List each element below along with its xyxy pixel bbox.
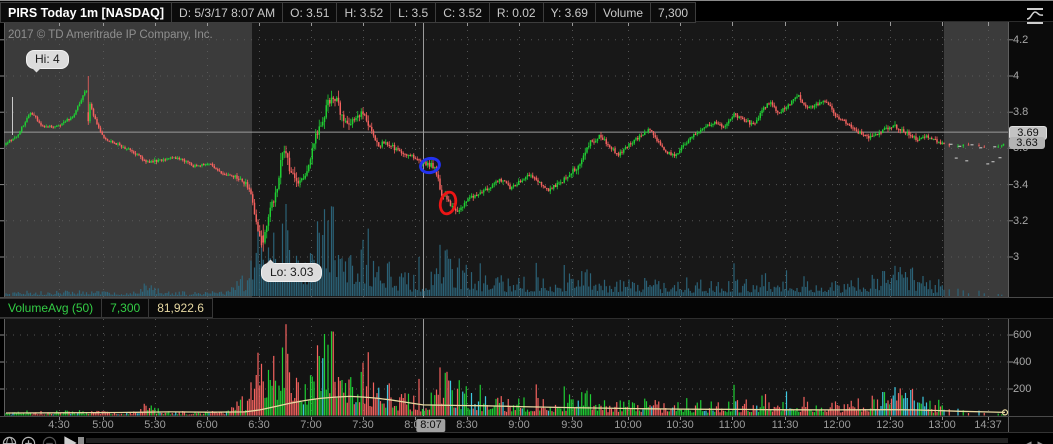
time-axis-label: 8:30	[456, 419, 478, 431]
time-axis-label: 6:30	[248, 419, 270, 431]
study-average-value: 81,922.6	[148, 298, 213, 318]
price-axis-label: 3.4	[1013, 178, 1029, 191]
time-axis-label: 5:00	[92, 419, 114, 431]
time-axis-label: 11:30	[771, 419, 799, 431]
price-axis-label: 3	[1013, 251, 1020, 263]
time-axis-label: 7:00	[300, 419, 322, 431]
study-volume-value: 7,300	[101, 298, 150, 318]
header-volume-value: 7,300	[650, 2, 697, 23]
time-axis-label: 9:30	[561, 419, 583, 431]
header-volume-label: Volume	[594, 2, 652, 23]
header-range-cell: R: 0.02	[488, 2, 544, 23]
crosshair-price-badge: 3.69	[1009, 126, 1047, 140]
symbol-title[interactable]: PIRS Today 1m [NASDAQ]	[0, 2, 173, 23]
volume-axis-label: 200	[1013, 383, 1032, 395]
header-open-cell: O: 3.51	[282, 2, 338, 23]
low-callout-text: Lo: 3.03	[270, 265, 314, 279]
header-close-cell: C: 3.52	[435, 2, 490, 23]
time-axis-label: 4:30	[48, 419, 70, 431]
candlesticks	[5, 76, 1005, 252]
study-name-label[interactable]: VolumeAvg (50)	[0, 298, 103, 318]
header-yvalue-cell: Y: 3.69	[542, 2, 596, 23]
time-axis-label: 12:00	[823, 419, 851, 431]
time-axis-label: 10:00	[614, 419, 642, 431]
red-circle-annotation	[438, 190, 458, 216]
time-axis-label: 11:00	[718, 419, 746, 431]
zoom-out-icon[interactable]	[42, 436, 57, 444]
lower-study-header: VolumeAvg (50) 7,300 81,922.6	[0, 298, 1053, 319]
price-axis-label: 4	[1013, 70, 1020, 82]
price-axis-label: 4.2	[1013, 33, 1029, 46]
last-price-badge: 3.63	[1009, 137, 1045, 149]
blue-circle-annotation	[419, 156, 441, 175]
high-callout-text: Hi: 4	[35, 52, 60, 66]
high-callout[interactable]: Hi: 4	[26, 50, 69, 73]
price-axis-label: 3.8	[1013, 106, 1029, 119]
volume-axis-label: 400	[1013, 356, 1032, 368]
time-axis-label: 7:30	[352, 419, 374, 431]
time-axis-label: 5:30	[144, 419, 166, 431]
zoom-in-icon[interactable]	[21, 436, 36, 444]
time-axis-label: 6:00	[196, 419, 218, 431]
time-axis-label: 12:30	[876, 419, 904, 431]
globe-icon[interactable]	[2, 436, 17, 444]
chart-style-icon[interactable]	[1023, 4, 1047, 28]
header-low-cell: L: 3.5	[390, 2, 437, 23]
scroll-arrows[interactable]: ◂▸	[1026, 438, 1050, 444]
volume-average-line	[5, 395, 1006, 414]
time-axis-label: 14:37	[974, 419, 1002, 431]
volume-axis-label: 600	[1013, 329, 1032, 341]
time-cursor-badge: 8:07	[416, 419, 446, 432]
time-axis-label: 10:30	[666, 419, 694, 431]
time-axis-label: 13:00	[928, 419, 956, 431]
low-callout[interactable]: Lo: 3.03	[261, 259, 323, 282]
price-axis-label: 3.2	[1013, 214, 1029, 227]
chart-header: PIRS Today 1m [NASDAQ] D: 5/3/17 8:07 AM…	[0, 2, 697, 23]
play-icon[interactable]	[61, 434, 79, 444]
time-axis-label: 9:00	[508, 419, 530, 431]
average-line-end-marker	[1001, 409, 1009, 416]
header-date-cell: D: 5/3/17 8:07 AM	[171, 2, 284, 23]
copyright-text: 2017 © TD Ameritrade IP Company, Inc.	[8, 29, 213, 41]
header-high-cell: H: 3.52	[336, 2, 392, 23]
